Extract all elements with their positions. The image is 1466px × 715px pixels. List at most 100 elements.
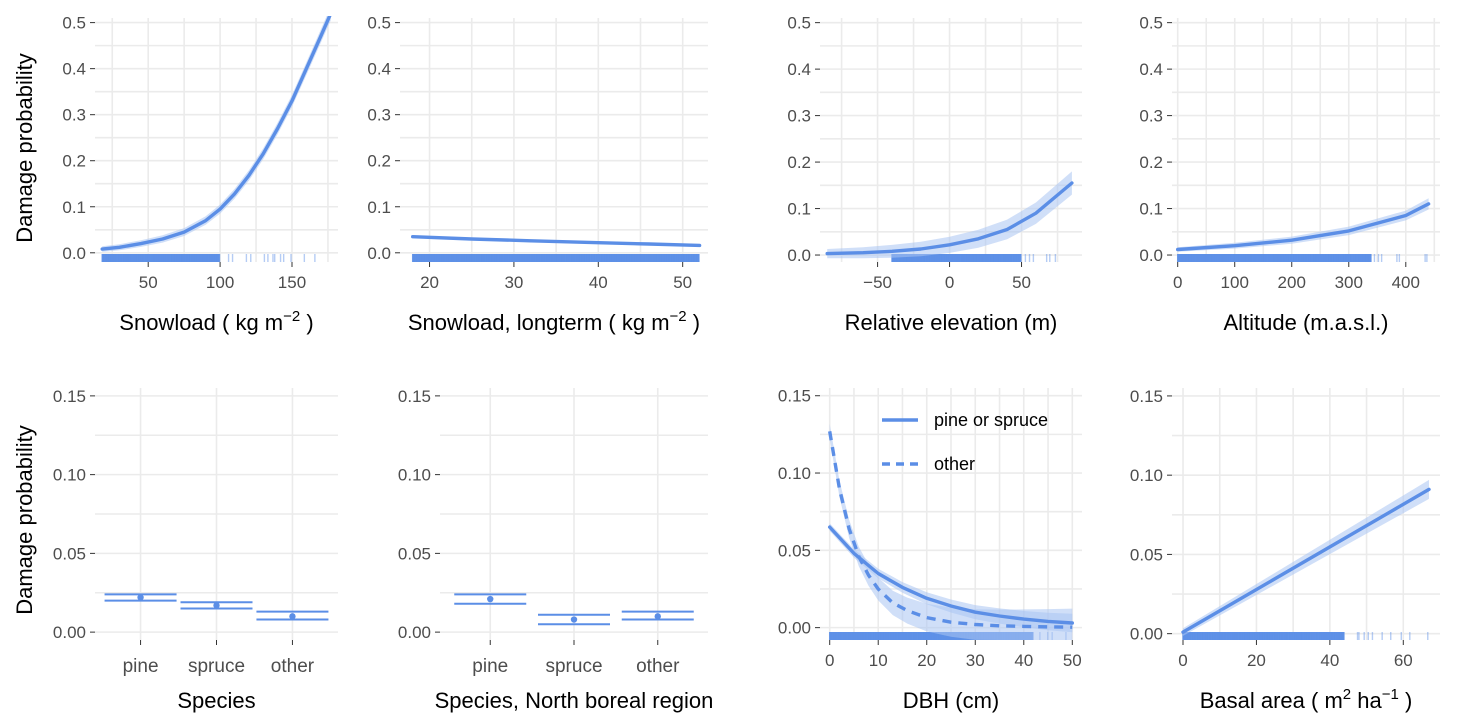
y-tick-label: 0.3 bbox=[787, 107, 811, 126]
y-tick-label: 0.2 bbox=[367, 152, 391, 171]
y-tick-label: 0.1 bbox=[787, 200, 811, 219]
y-tick-label: 0.05 bbox=[1130, 545, 1163, 564]
x-tick-label: 50 bbox=[1012, 273, 1031, 292]
y-tick-label: 0.5 bbox=[367, 14, 391, 33]
x-tick-label: 60 bbox=[1394, 651, 1413, 670]
y-tick-label: 0.10 bbox=[1130, 466, 1163, 485]
y-tick-label: 0.2 bbox=[62, 152, 86, 171]
panel-7: 0.00 0.05 0.10 0.15 0 10 20 30 40 50 DBH (cm) pine … bbox=[778, 387, 1082, 713]
point-estimate bbox=[289, 613, 296, 620]
y-tick-label: 0.00 bbox=[1130, 625, 1163, 644]
y-axis-label-top: Damage probability bbox=[12, 53, 37, 243]
y-tick-label: 0.00 bbox=[53, 623, 86, 642]
y-tick-label: 0.2 bbox=[787, 153, 811, 172]
series-line-solid bbox=[411, 235, 702, 248]
confidence-band bbox=[829, 423, 1073, 640]
confidence-band bbox=[1177, 198, 1429, 252]
x-tick-label: 20 bbox=[1247, 651, 1266, 670]
x-tick-label: 50 bbox=[139, 273, 158, 292]
y-tick-label: 0.3 bbox=[62, 106, 86, 125]
y-tick-label: 0.05 bbox=[398, 544, 431, 563]
series-line-solid bbox=[1181, 487, 1431, 634]
x-tick-label: 0 bbox=[1173, 273, 1182, 292]
plot-area bbox=[104, 593, 329, 621]
y-tick-label: 0.15 bbox=[53, 387, 86, 406]
y-tick-label: 0.0 bbox=[1139, 246, 1163, 265]
x-tick-label: 100 bbox=[1221, 273, 1249, 292]
x-tick-label: 20 bbox=[420, 273, 439, 292]
panel-5: 0.00 0.05 0.10 0.15 pine spruce other Species bbox=[53, 387, 338, 713]
y-tick-label: 0.10 bbox=[53, 466, 86, 485]
point-estimate bbox=[487, 595, 494, 603]
point-estimate bbox=[570, 616, 578, 623]
x-tick-label: 0 bbox=[825, 651, 834, 670]
x-tick-label: 10 bbox=[869, 651, 888, 670]
x-axis-label: Basal area ( m2 ha−1 ) bbox=[1200, 686, 1413, 713]
x-tick-label: 20 bbox=[917, 651, 936, 670]
x-tick-label: 150 bbox=[278, 273, 306, 292]
panel-3: 0.0 0.1 0.2 0.3 0.4 0.5 −50 0 50 Relative elevati… bbox=[787, 14, 1082, 335]
plot-area bbox=[411, 235, 702, 262]
x-tick-label: 100 bbox=[206, 273, 234, 292]
legend-label: pine or spruce bbox=[934, 410, 1048, 430]
x-axis-label: DBH (cm) bbox=[903, 688, 1000, 713]
x-axis-label: Relative elevation (m) bbox=[845, 310, 1058, 335]
y-tick-label: 0.05 bbox=[53, 544, 86, 563]
y-tick-label: 0.3 bbox=[1139, 107, 1163, 126]
confidence-band bbox=[827, 171, 1072, 259]
y-tick-label: 0.0 bbox=[367, 244, 391, 263]
y-tick-label: 0.4 bbox=[62, 60, 86, 79]
plot-area bbox=[825, 171, 1074, 262]
y-tick-label: 0.00 bbox=[398, 623, 431, 642]
y-tick-label: 0.05 bbox=[778, 541, 811, 560]
x-axis-label: Altitude (m.a.s.l.) bbox=[1223, 310, 1388, 335]
point-estimate bbox=[213, 602, 220, 609]
x-tick-label: 0 bbox=[945, 273, 954, 292]
panel-6: 0.00 0.05 0.10 0.15 pine spruce other Species, … bbox=[398, 387, 714, 713]
point-estimate bbox=[137, 594, 144, 601]
panel-1: 0.0 0.1 0.2 0.3 0.4 0.5 50 100 150 Snowload ( kg … bbox=[62, 14, 338, 335]
x-tick-label: 50 bbox=[673, 273, 692, 292]
x-tick-label: pine bbox=[123, 656, 159, 677]
y-tick-label: 0.3 bbox=[367, 106, 391, 125]
plot-area bbox=[828, 423, 1074, 640]
y-axis-label-bottom: Damage probability bbox=[12, 425, 37, 615]
series-line-solid bbox=[100, 16, 332, 251]
x-tick-label: other bbox=[636, 656, 680, 677]
x-tick-label: −50 bbox=[863, 273, 892, 292]
series-line-solid bbox=[828, 525, 1074, 625]
confidence-band bbox=[102, 16, 331, 252]
x-tick-label: 0 bbox=[1178, 651, 1187, 670]
y-tick-label: 0.15 bbox=[778, 387, 811, 406]
y-tick-label: 0.0 bbox=[62, 244, 86, 263]
y-tick-label: 0.15 bbox=[398, 387, 431, 406]
y-tick-label: 0.5 bbox=[1139, 14, 1163, 33]
point-estimate bbox=[654, 613, 661, 620]
legend-label: other bbox=[934, 454, 975, 474]
x-tick-label: 30 bbox=[504, 273, 523, 292]
y-tick-label: 0.1 bbox=[367, 198, 391, 217]
y-tick-label: 0.5 bbox=[787, 14, 811, 33]
y-tick-label: 0.15 bbox=[1130, 387, 1163, 406]
x-tick-label: spruce bbox=[545, 656, 602, 677]
x-tick-label: 40 bbox=[1320, 651, 1339, 670]
x-tick-label: 30 bbox=[966, 651, 985, 670]
y-tick-label: 0.2 bbox=[1139, 153, 1163, 172]
x-tick-label: pine bbox=[472, 656, 508, 677]
x-tick-label: 40 bbox=[1014, 651, 1033, 670]
x-axis-label: Species bbox=[177, 688, 255, 713]
plot-area bbox=[1176, 198, 1431, 262]
y-tick-label: 0.00 bbox=[778, 619, 811, 638]
y-tick-label: 0.0 bbox=[787, 246, 811, 265]
x-tick-label: spruce bbox=[188, 656, 245, 677]
y-tick-label: 0.1 bbox=[1139, 200, 1163, 219]
plot-area bbox=[100, 16, 332, 262]
plot-area bbox=[454, 593, 694, 626]
x-tick-label: 50 bbox=[1063, 651, 1082, 670]
x-tick-label: 300 bbox=[1335, 273, 1363, 292]
x-tick-label: 400 bbox=[1392, 273, 1420, 292]
y-tick-label: 0.4 bbox=[787, 60, 811, 79]
x-tick-label: 200 bbox=[1278, 273, 1306, 292]
y-tick-label: 0.10 bbox=[398, 466, 431, 485]
y-tick-label: 0.4 bbox=[1139, 60, 1163, 79]
